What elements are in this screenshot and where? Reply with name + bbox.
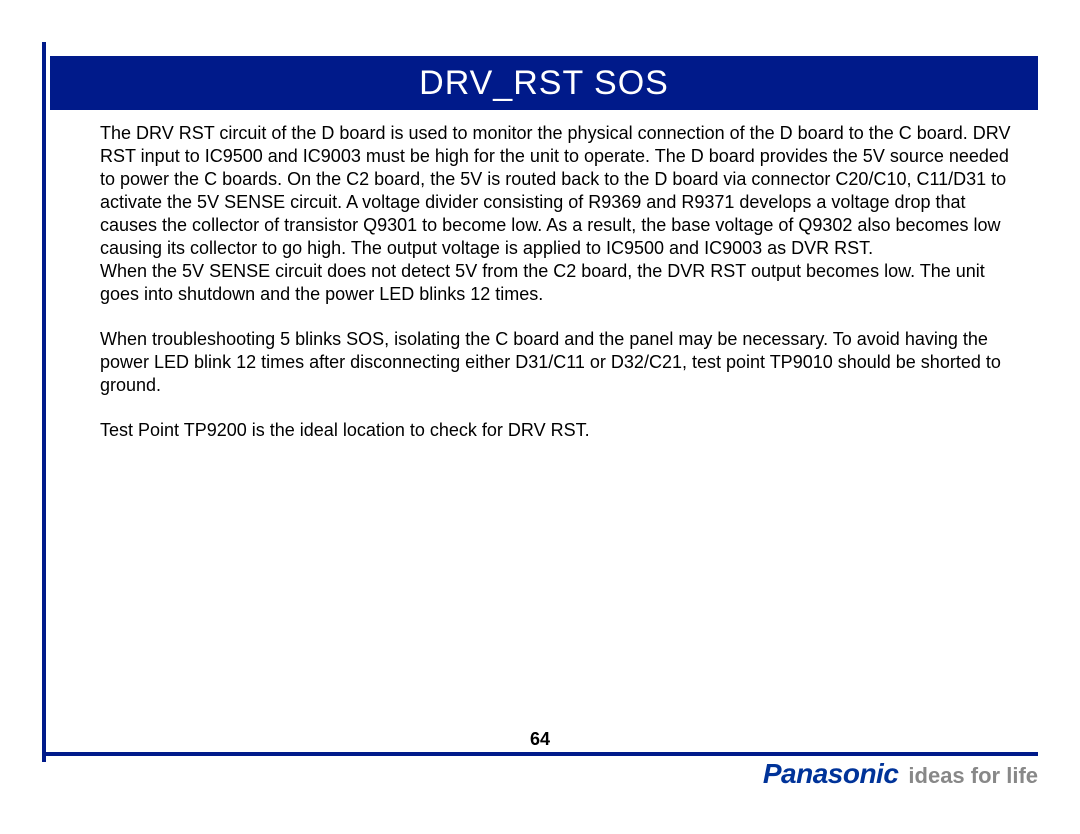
brand-name: Panasonic [763, 758, 899, 790]
paragraph-2: When troubleshooting 5 blinks SOS, isola… [100, 328, 1020, 397]
brand-tagline: ideas for life [908, 763, 1038, 789]
horizontal-rule-bottom [42, 752, 1038, 756]
page-number: 64 [42, 729, 1038, 750]
title-bar: DRV_RST SOS [50, 56, 1038, 110]
paragraph-3: Test Point TP9200 is the ideal location … [100, 419, 1020, 442]
paragraph-1: The DRV RST circuit of the D board is us… [100, 122, 1020, 306]
vertical-rule-left [42, 42, 46, 762]
slide-container: DRV_RST SOS The DRV RST circuit of the D… [0, 0, 1080, 834]
body-text: The DRV RST circuit of the D board is us… [100, 122, 1020, 464]
footer: 64 Panasonic ideas for life [42, 752, 1038, 794]
slide-title: DRV_RST SOS [419, 64, 669, 103]
brand-logo-block: Panasonic ideas for life [763, 758, 1038, 790]
